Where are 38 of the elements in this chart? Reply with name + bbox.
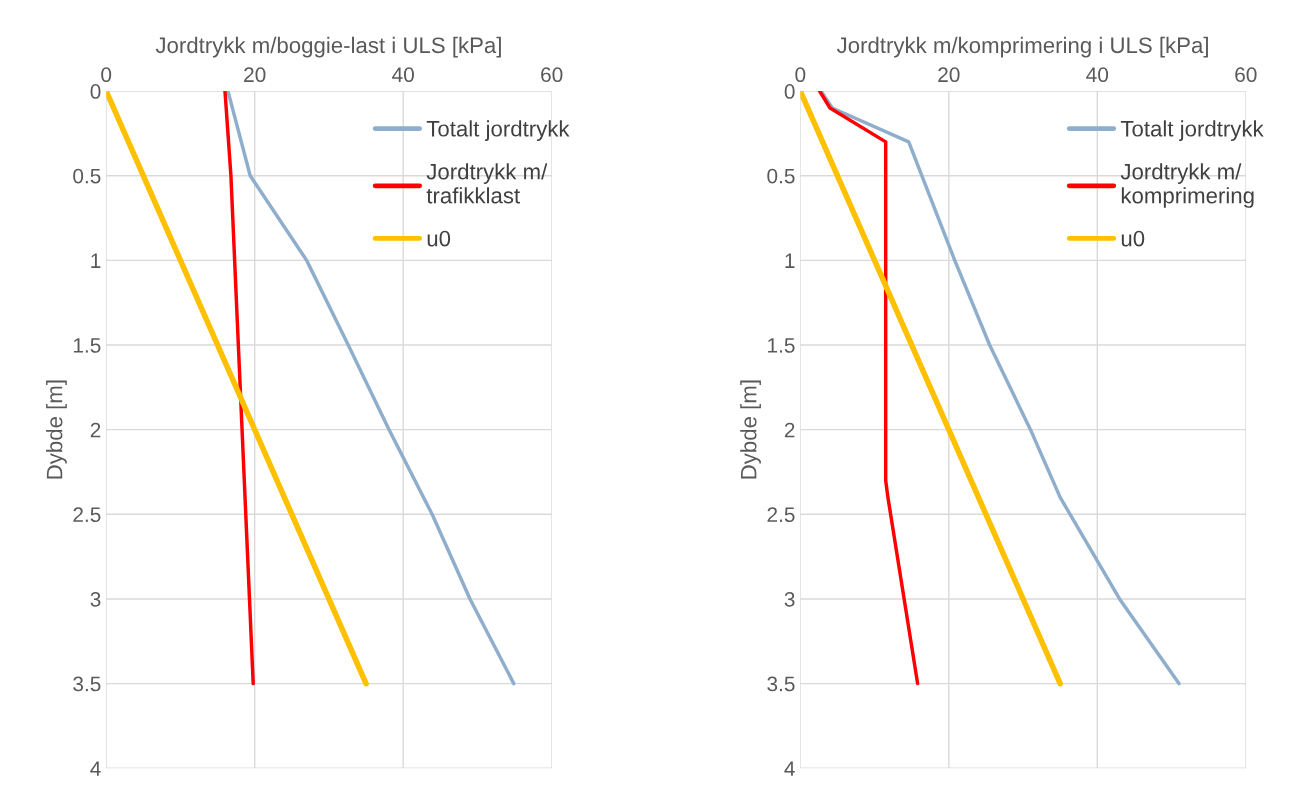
y-tick-label: 2 [90, 422, 101, 438]
legend-label: Totalt jordtrykk [1120, 120, 1264, 141]
y-tick-label: 1.5 [768, 338, 795, 353]
y-tick-label: 3 [90, 591, 101, 607]
x-axis-title: Jordtrykk m/boggie-last i ULS [kPa] [155, 36, 501, 58]
x-tick-label: 40 [1086, 67, 1109, 83]
y-tick-label: 4 [90, 761, 101, 776]
y-axis-title: Dybde [m] [46, 380, 67, 479]
y-tick-label: 2.5 [73, 507, 101, 523]
x-tick-label: 20 [244, 67, 266, 83]
y-tick-label: 1 [91, 253, 101, 268]
legend-label: Totalt jordtrykk [426, 120, 570, 141]
y-tick-label: 2.5 [767, 507, 795, 523]
y-tick-label: 0.5 [73, 168, 101, 184]
y-tick-label: 3.5 [767, 676, 795, 692]
y-tick-label: 0 [784, 84, 795, 99]
x-tick-label: 0 [101, 67, 112, 83]
line-series [223, 91, 255, 686]
x-tick-label: 40 [392, 67, 414, 83]
y-tick-label: 1.5 [73, 338, 101, 353]
y-tick-label: 4 [784, 761, 795, 776]
y-tick-label: 0 [90, 84, 101, 99]
y-tick-label: 2 [784, 422, 795, 438]
y-tick-label: 3 [784, 591, 795, 607]
legend-label: u0 [1121, 230, 1145, 247]
legend-label: Jordtrykk m/ trafikklast [426, 163, 548, 204]
x-tick-label: 60 [541, 67, 563, 83]
x-tick-label: 20 [938, 67, 960, 83]
x-tick-label: 60 [1235, 67, 1257, 83]
y-tick-label: 0.5 [767, 168, 795, 184]
line-series [817, 91, 920, 686]
x-tick-label: 0 [795, 67, 806, 83]
legend-label: Jordtrykk m/ komprimering [1120, 163, 1254, 208]
x-axis-title: Jordtrykk m/komprimering i ULS [kPa] [836, 36, 1208, 58]
y-tick-label: 3.5 [73, 676, 101, 692]
y-tick-label: 1 [785, 253, 795, 268]
legend-label: u0 [427, 230, 451, 247]
y-axis-title: Dybde [m] [740, 380, 761, 479]
